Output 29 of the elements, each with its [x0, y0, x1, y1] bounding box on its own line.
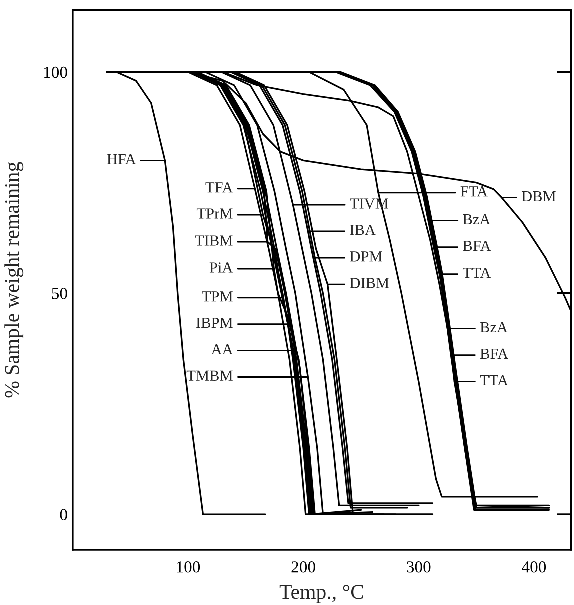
annotation: DPM — [350, 252, 382, 262]
annotation: BFA — [480, 348, 508, 360]
y-tick-label: 100 — [44, 66, 68, 78]
annotation: BFA — [463, 240, 492, 252]
annotation: IBA — [350, 225, 376, 236]
x-tick-label: 400 — [522, 562, 546, 573]
annotation: TFA — [206, 182, 234, 193]
annotation: PiA — [210, 262, 234, 273]
annotation: BzA — [480, 322, 508, 332]
y-tick-label: 0 — [60, 509, 68, 521]
annotation: HFA — [107, 154, 136, 164]
annotation: IBPM — [196, 318, 233, 328]
annotation: TTA — [462, 268, 492, 278]
x-axis-title: Temp., °C — [280, 585, 364, 604]
annotation: TMBM — [186, 370, 233, 381]
x-tick-label: 100 — [177, 562, 200, 573]
annotation: BzA — [463, 214, 491, 225]
annotation: DIBM — [350, 278, 390, 288]
annotation: TPM — [202, 292, 233, 302]
annotation: TIBM — [195, 236, 233, 246]
annotation: AA — [211, 344, 234, 354]
x-tick-label: 300 — [407, 562, 431, 573]
annotation: DBM — [522, 192, 556, 202]
y-axis-title: % Sample weight remaining — [4, 162, 24, 398]
y-tick-label: 50 — [52, 288, 68, 300]
x-tick-label: 200 — [292, 562, 316, 573]
annotation: FTA — [460, 186, 488, 197]
annotation: TPrM — [196, 208, 233, 219]
annotation: TTA — [480, 375, 508, 386]
